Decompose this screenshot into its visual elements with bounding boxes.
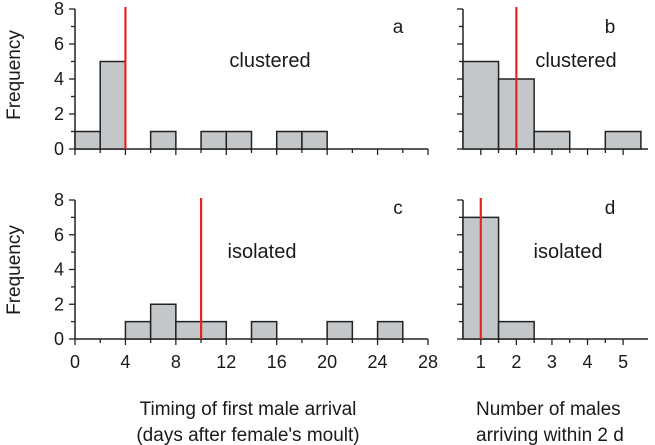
histogram-bar [99,60,127,150]
x-tick-label: 2 [511,352,521,372]
histogram-bar [462,60,500,150]
panel-label: d [605,198,616,219]
x-tick-label: 20 [317,352,337,372]
panel-annotation: isolated [534,241,603,263]
x-tick-label: 16 [267,352,287,372]
x-tick-label: 28 [418,352,438,372]
x-tick-label: 1 [476,352,486,372]
y-tick-label: 4 [54,69,64,89]
histogram-bar [149,130,177,150]
x-tick-label: 5 [618,352,628,372]
histogram-bar [175,320,202,340]
x-tick-label: 0 [70,352,80,372]
histogram-bar [250,320,278,340]
histogram-bar [533,130,571,150]
panel-a-histogram: 0 2 4 6 8 a clustered [54,0,429,159]
y-tick-label: 4 [54,260,64,280]
y-tick-label: 2 [54,294,64,314]
panel-d-histogram: 1 2 3 4 5 d isolated [457,198,648,372]
xlabel-number-line2: arriving within 2 d [476,425,624,445]
y-tick-label: 6 [54,34,64,54]
panel-label: b [605,17,616,38]
y-tick-label: 8 [54,0,64,19]
panel-annotation: clustered [229,50,310,72]
histogram-bar [200,130,228,150]
y-tick-label: 0 [54,139,64,159]
x-tick-label: 12 [216,352,236,372]
x-tick-label: 4 [120,352,130,372]
ylabel-bottom: Frequency [4,225,25,315]
histogram-bar [497,320,535,340]
xlabel-timing-line2: (days after female's moult) [136,425,359,445]
y-tick-label: 2 [54,104,64,124]
histogram-bar [74,130,101,150]
panel-label: c [393,198,403,219]
histogram-bar [376,320,404,340]
histogram-bar [326,320,354,340]
panel-annotation: isolated [228,241,297,263]
x-tick-label: 24 [368,352,388,372]
ylabel-top: Frequency [4,30,25,120]
histogram-bar [604,130,642,150]
x-tick-label: 8 [171,352,181,372]
x-tick-label: 4 [583,352,593,372]
panel-annotation: clustered [535,50,616,72]
y-tick-label: 6 [54,225,64,245]
histogram-bar [149,303,177,340]
histogram-bar [301,130,328,150]
histogram-bar [275,130,303,150]
y-tick-label: 0 [54,329,64,349]
x-tick-label: 3 [547,352,557,372]
y-tick-label: 8 [54,190,64,210]
panel-b-histogram: b clustered [457,7,648,155]
histogram-bar [124,320,152,340]
xlabel-number-line1: Number of males [476,399,621,420]
histogram-bar [225,130,253,150]
xlabel-timing-line1: Timing of first male arrival [140,399,357,420]
panel-label: a [393,17,404,38]
histogram-bar [200,320,228,340]
